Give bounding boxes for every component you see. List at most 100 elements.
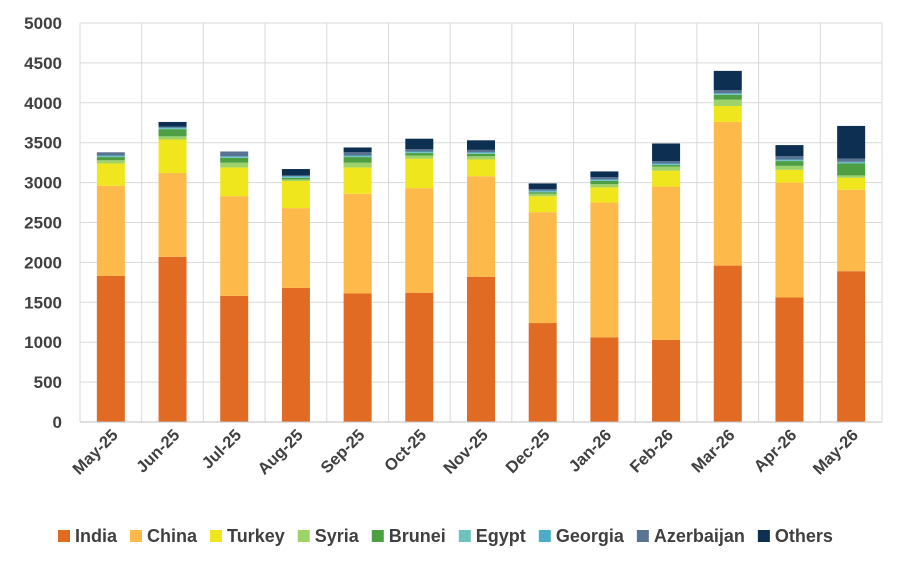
bar-china-jan-26: [590, 202, 619, 338]
bar-egypt-oct-25: [405, 152, 434, 154]
x-tick-label: Oct-25: [381, 426, 430, 475]
bar-china-may-25: [96, 185, 125, 276]
legend-label-turkey: Turkey: [227, 526, 285, 546]
bars-layer: [96, 70, 866, 422]
bar-others-nov-25: [467, 140, 495, 150]
bar-turkey-aug-25: [281, 181, 310, 209]
bar-others-dec-25: [528, 183, 557, 189]
bar-brunei-nov-25: [467, 153, 495, 157]
bar-others-apr-26: [775, 145, 804, 157]
bar-azerbaijan-aug-25: [281, 175, 310, 177]
legend-swatch-egypt: [458, 530, 471, 542]
x-tick-label: Jul-25: [199, 426, 245, 472]
legend-swatch-turkey: [210, 530, 223, 542]
x-tick-label: Jan-26: [566, 426, 616, 476]
bar-egypt-jun-25: [158, 128, 187, 130]
bar-india-jan-26: [590, 337, 619, 422]
bar-syria-jan-26: [590, 184, 619, 188]
bar-georgia-mar-26: [713, 93, 742, 95]
bar-georgia-nov-25: [467, 152, 495, 154]
bar-georgia-dec-25: [528, 190, 557, 192]
y-tick-label: 1500: [24, 293, 62, 312]
bar-turkey-mar-26: [713, 105, 742, 122]
y-tick-label: 2000: [24, 253, 62, 272]
bar-india-feb-26: [652, 339, 681, 422]
legend-label-georgia: Georgia: [556, 526, 625, 546]
bar-azerbaijan-feb-26: [652, 161, 681, 164]
grid-layer: [79, 22, 883, 423]
bar-azerbaijan-nov-25: [467, 149, 495, 153]
bar-azerbaijan-jan-26: [590, 177, 619, 180]
x-tick-label: May-26: [810, 426, 862, 478]
bar-others-feb-26: [652, 143, 681, 162]
x-tick-label: Feb-26: [627, 426, 677, 476]
y-tick-label: 4500: [24, 54, 62, 73]
bar-georgia-sep-25: [343, 155, 372, 157]
y-tick-label: 5000: [24, 14, 62, 33]
bar-china-jun-25: [158, 173, 187, 257]
bar-brunei-may-25: [96, 157, 125, 161]
bar-india-aug-25: [281, 287, 310, 422]
bar-turkey-feb-26: [652, 170, 681, 187]
bar-china-nov-25: [467, 176, 495, 277]
x-tick-label: Sep-25: [317, 426, 368, 477]
bar-china-sep-25: [343, 193, 372, 294]
bar-others-jan-26: [590, 171, 619, 178]
bar-turkey-may-26: [837, 177, 866, 190]
bar-egypt-sep-25: [343, 156, 372, 158]
bar-egypt-aug-25: [281, 177, 310, 178]
bar-china-may-26: [837, 189, 866, 272]
bar-syria-may-25: [96, 160, 125, 164]
legend-swatch-india: [58, 530, 70, 542]
bar-georgia-may-26: [837, 161, 866, 163]
bar-india-oct-25: [405, 292, 434, 422]
x-tick-label: Apr-26: [751, 426, 801, 476]
bar-azerbaijan-jul-25: [220, 151, 249, 157]
bar-georgia-oct-25: [405, 151, 434, 153]
bar-georgia-jun-25: [158, 127, 187, 129]
bar-azerbaijan-oct-25: [405, 149, 434, 152]
bar-georgia-may-25: [96, 155, 125, 157]
bar-azerbaijan-apr-26: [775, 156, 804, 160]
bar-georgia-jul-25: [220, 156, 249, 158]
axis-layer: 0 500 1000 1500 2000 2500 3000 3500 4000 4500 5000…: [24, 14, 882, 478]
bar-turkey-dec-25: [528, 196, 557, 213]
bar-syria-oct-25: [405, 155, 434, 159]
bar-india-sep-25: [343, 293, 372, 422]
legend-label-china: China: [147, 526, 198, 546]
x-tick-label: Aug-25: [254, 426, 306, 478]
bar-egypt-may-26: [837, 162, 866, 164]
bar-brunei-dec-25: [528, 192, 557, 194]
bar-brunei-oct-25: [405, 153, 434, 156]
legend-swatch-azerbaijan: [636, 530, 649, 542]
bar-syria-apr-26: [775, 165, 804, 170]
legend: India China Turkey Syria Brunei Egypt Georgia A…: [58, 526, 833, 546]
legend-swatch-georgia: [538, 530, 551, 542]
bar-turkey-jan-26: [590, 187, 619, 203]
bar-egypt-feb-26: [652, 164, 681, 166]
legend-swatch-others: [757, 530, 770, 542]
bar-china-aug-25: [281, 208, 310, 288]
bar-syria-feb-26: [652, 166, 681, 171]
bar-brunei-aug-25: [281, 177, 310, 180]
bar-azerbaijan-may-25: [96, 152, 125, 156]
bar-turkey-sep-25: [343, 167, 372, 194]
legend-label-brunei: Brunei: [389, 526, 446, 546]
bar-turkey-jul-25: [220, 167, 249, 197]
legend-label-india: India: [75, 526, 118, 546]
bar-others-may-26: [837, 125, 866, 159]
bar-syria-dec-25: [528, 193, 557, 197]
x-tick-label: Mar-26: [688, 426, 738, 476]
x-tick-label: Jun-25: [133, 426, 183, 476]
bar-others-mar-26: [713, 70, 742, 91]
bar-egypt-may-25: [96, 156, 125, 158]
bar-turkey-nov-25: [467, 159, 495, 177]
bar-egypt-jul-25: [220, 157, 249, 158]
bar-china-oct-25: [405, 188, 434, 293]
bar-brunei-apr-26: [775, 161, 804, 166]
bar-india-may-26: [837, 271, 866, 422]
bar-azerbaijan-sep-25: [343, 152, 372, 156]
y-tick-label: 3000: [24, 174, 62, 193]
bar-brunei-jun-25: [158, 129, 187, 137]
y-tick-label: 500: [34, 373, 62, 392]
